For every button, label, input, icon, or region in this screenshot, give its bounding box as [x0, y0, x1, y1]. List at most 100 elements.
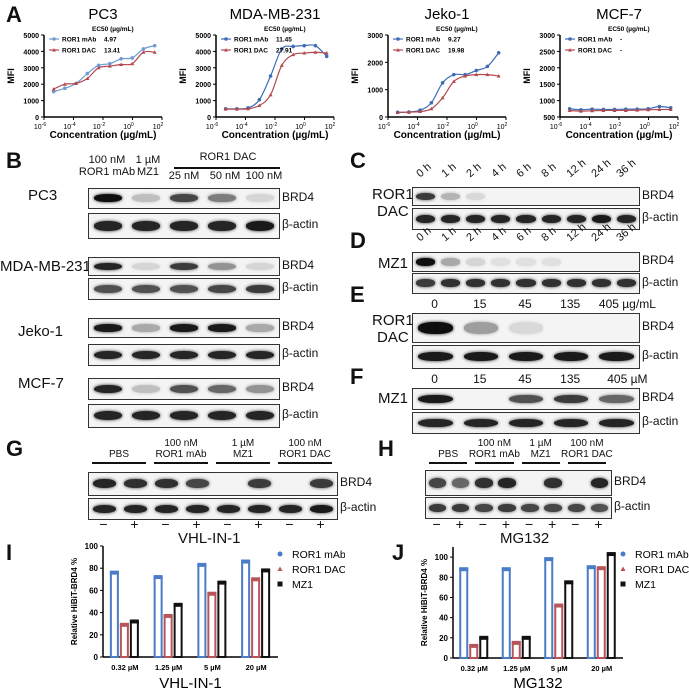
- protein-band: [418, 321, 453, 334]
- panel-label-f: F: [350, 364, 364, 389]
- bar-cap: [501, 567, 511, 572]
- cell-line-label: PC3: [28, 187, 58, 204]
- bar-cap: [459, 567, 469, 572]
- dose-response-chart-jeko-1: Jeko-1 0 1000 2000 3000 10-6 10-4 10-2 100 102Con…: [350, 6, 508, 141]
- data-point: [51, 89, 56, 94]
- protein-band: [247, 504, 272, 513]
- western-blot-brd4: [412, 388, 640, 410]
- data-point: [429, 100, 434, 105]
- x-tick-label: 10-4: [407, 122, 419, 131]
- y-tick-label: 80: [89, 564, 98, 573]
- protein-band: [463, 418, 498, 427]
- group-label-line2: MZ1: [530, 449, 551, 460]
- protein-band: [207, 262, 237, 270]
- x-tick-exponent: 0: [475, 122, 478, 128]
- x-tick-label: 10-4: [63, 122, 75, 131]
- blot-row-label: BRD4: [282, 189, 315, 204]
- data-point: [635, 108, 640, 112]
- data-point: [485, 72, 490, 77]
- x-tick-exponent: -2: [445, 122, 450, 128]
- y-tick-label: 20: [439, 634, 448, 643]
- protein-band: [93, 194, 123, 203]
- bar-cap: [511, 640, 521, 645]
- dose-label: 0: [431, 297, 438, 311]
- protein-band: [278, 504, 303, 513]
- bar-ror1-dac: [511, 641, 521, 660]
- y-tick-label: 80: [439, 573, 448, 582]
- protein-band: [599, 352, 634, 362]
- protein-band: [93, 324, 123, 332]
- data-point: [257, 103, 262, 108]
- y-tick-label: 3000: [539, 33, 555, 40]
- data-point: [302, 43, 307, 48]
- x-axis-label: VHL-IN-1: [159, 675, 222, 692]
- legend-label: ROR1 DAC: [635, 564, 689, 576]
- y-axis-label: Relative HiBiT-BRD4 %: [420, 559, 429, 646]
- protein-band: [169, 384, 199, 393]
- y-tick-label: 0: [207, 115, 211, 122]
- x-axis-label: MG132: [513, 675, 562, 692]
- y-tick-label: 40: [439, 614, 448, 623]
- protein-band: [93, 220, 123, 231]
- blot-row-label: β-actin: [282, 280, 319, 294]
- legend-marker: [568, 48, 572, 52]
- x-tick-label: 10-2: [93, 122, 105, 131]
- protein-band: [466, 258, 486, 266]
- group-divider: [567, 462, 606, 464]
- blot-row-label: β-actin: [642, 348, 679, 362]
- x-tick-label: 100: [123, 122, 134, 131]
- legend-ec50: -: [620, 37, 622, 44]
- x-tick-exponent: 0: [131, 122, 134, 128]
- bar-ror1-mab: [241, 560, 251, 658]
- y-axis-label: MFI: [522, 68, 532, 84]
- data-point: [474, 72, 479, 77]
- lane-label-mz1: 1 µM MZ1: [135, 154, 161, 178]
- legend-marker: [224, 48, 228, 52]
- bar-mz1: [521, 636, 531, 660]
- legend-ec50: 4.97: [104, 37, 117, 44]
- panel-label-c: C: [350, 148, 366, 173]
- protein-band: [491, 258, 511, 266]
- y-tick-label: 2000: [195, 82, 211, 89]
- x-tick-exponent: 2: [161, 122, 164, 128]
- x-tick-label: 10-2: [437, 122, 449, 131]
- legend-marker: [52, 37, 56, 41]
- western-blot-brd4: [412, 252, 640, 272]
- western-blot-actin: [412, 412, 640, 434]
- protein-band: [245, 194, 275, 203]
- data-point: [96, 65, 101, 70]
- bar-cap: [586, 565, 596, 570]
- x-tick-exponent: -6: [42, 122, 47, 128]
- x-tick-label: 20 µM: [591, 664, 612, 673]
- panel-label-i: I: [6, 540, 13, 565]
- y-tick-label: 100: [85, 542, 99, 551]
- protein-band: [169, 194, 199, 203]
- data-point: [62, 82, 67, 86]
- panel-label-a: A: [6, 2, 22, 27]
- treatment-sign: +: [594, 516, 603, 532]
- x-tick-exponent: -2: [617, 122, 622, 128]
- bar-ror1-mab: [197, 563, 207, 658]
- protein-band: [508, 394, 544, 403]
- x-tick-exponent: -4: [243, 122, 248, 128]
- y-tick-label: 0: [35, 115, 39, 122]
- protein-band: [207, 350, 237, 359]
- cell-line-label: Jeko-1: [18, 323, 64, 340]
- blot-row-label: β-actin: [642, 414, 679, 428]
- protein-band: [245, 384, 275, 393]
- y-axis-label: MFI: [350, 68, 360, 84]
- x-tick-label: 1.25 µM: [155, 663, 182, 672]
- y-tick-label: 2000: [23, 82, 39, 89]
- protein-band: [441, 279, 461, 288]
- data-point: [451, 79, 456, 83]
- western-blot-actin: [412, 345, 640, 369]
- bar-cap: [479, 635, 489, 640]
- x-tick-label: 10-6: [378, 122, 390, 131]
- legend-label: ROR1 mAb: [234, 37, 268, 44]
- data-point: [279, 63, 284, 67]
- bar-cap: [197, 562, 207, 567]
- western-blot-brd4: [88, 257, 280, 276]
- x-tick-exponent: 2: [333, 122, 336, 128]
- x-tick-label: 10-6: [550, 122, 562, 131]
- x-tick-exponent: 2: [505, 122, 508, 128]
